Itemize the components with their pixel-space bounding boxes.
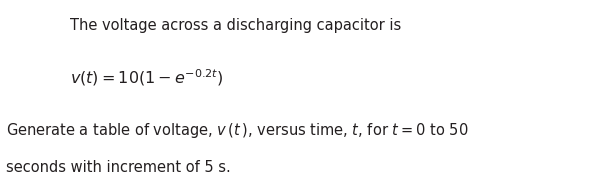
Text: seconds with increment of 5 s.: seconds with increment of 5 s. (6, 160, 231, 175)
Text: Generate a table of voltage, $v\,(t\,)$, versus time, $t$, for $t=0$ to 50: Generate a table of voltage, $v\,(t\,)$,… (6, 121, 469, 140)
Text: The voltage across a discharging capacitor is: The voltage across a discharging capacit… (70, 18, 401, 33)
Text: $v(t)=10(1-e^{-0.2t})$: $v(t)=10(1-e^{-0.2t})$ (70, 68, 223, 88)
